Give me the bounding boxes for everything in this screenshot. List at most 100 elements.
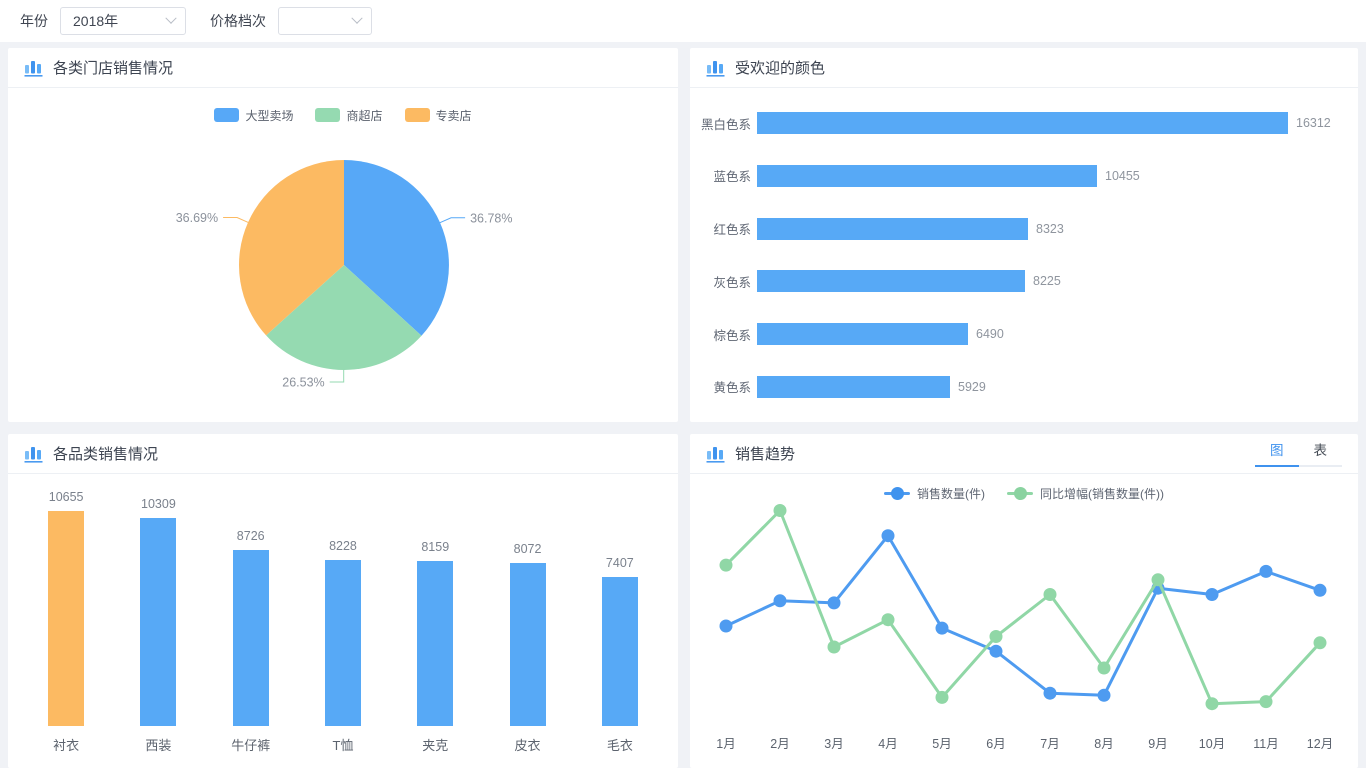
bar-value-label: 8228	[329, 539, 357, 553]
panel-header: 销售趋势 图 表	[690, 434, 1358, 474]
pie-chart[interactable]: 36.78% 26.53% 36.69%	[8, 122, 676, 422]
line-point-0-10[interactable]	[1259, 564, 1273, 578]
line-point-0-2[interactable]	[827, 596, 841, 610]
bar-value-label: 8726	[236, 529, 265, 543]
line-point-1-3[interactable]	[881, 613, 895, 627]
pie-slice-0[interactable]	[344, 160, 449, 336]
x-axis-label: 11月	[1253, 737, 1278, 751]
bar-category-label: 皮衣	[514, 738, 541, 753]
bar-value-label: 8323	[1036, 221, 1064, 236]
panel-store-sales: 各类门店销售情况 大型卖场 商超店 专卖店 36.78% 26.53% 36.69%	[8, 48, 678, 422]
line-legend-item[interactable]: 销售数量(件)	[884, 485, 985, 502]
bar-value-label: 5929	[958, 379, 986, 394]
line-point-0-6[interactable]	[1043, 686, 1057, 700]
bar-column: 10655	[20, 490, 112, 726]
line-point-1-5[interactable]	[989, 630, 1003, 643]
bar-fill[interactable]	[140, 518, 177, 726]
line-point-1-10[interactable]	[1259, 695, 1273, 709]
line-point-0-7[interactable]	[1097, 688, 1111, 702]
panel-category-sales: 各品类销售情况 10655 10309 8726 8228 8159 8072 …	[8, 434, 678, 768]
bar-chart-icon	[706, 445, 725, 463]
panel-title: 各类门店销售情况	[53, 60, 174, 77]
line-point-0-4[interactable]	[935, 621, 949, 635]
line-point-1-0[interactable]	[719, 558, 733, 572]
filter-bar: 年份 2018年 价格档次	[0, 0, 1366, 42]
bar-fill[interactable]	[324, 560, 361, 726]
bar-fill[interactable]	[757, 270, 1025, 293]
bar-value-label: 10309	[141, 497, 176, 511]
bar-row: 灰色系 8225	[698, 270, 1342, 293]
line-point-0-11[interactable]	[1313, 583, 1327, 597]
bar-value-label: 6490	[976, 327, 1004, 342]
view-tabs: 图 表	[1255, 439, 1342, 467]
line-point-1-9[interactable]	[1205, 697, 1219, 711]
pie-legend-item[interactable]: 大型卖场	[214, 108, 293, 123]
bar-column: 10309	[112, 497, 204, 726]
x-axis-label: 4月	[878, 737, 897, 751]
bar-category-label: T恤	[332, 738, 354, 753]
pie-percent-label: 36.78%	[470, 211, 512, 225]
year-select[interactable]: 2018年	[60, 7, 186, 35]
pie-legend-item[interactable]: 商超店	[315, 108, 383, 123]
panel-header: 受欢迎的颜色	[690, 48, 1358, 88]
bar-fill[interactable]	[601, 577, 638, 726]
pie-legend: 大型卖场 商超店 专卖店	[8, 108, 678, 123]
panel-title: 各品类销售情况	[53, 446, 159, 463]
line-legend-item[interactable]: 同比增幅(销售数量(件))	[1007, 485, 1164, 502]
bar-value-label: 8072	[513, 542, 542, 556]
line-series-1	[724, 509, 1322, 706]
bar-column: 8072	[481, 542, 573, 726]
line-point-0-0[interactable]	[719, 619, 733, 633]
line-chart[interactable]: 1月 2月 3月 4月 5月 6月 7月 8月 9月 10月 11月 12月	[690, 502, 1358, 768]
line-point-0-3[interactable]	[881, 529, 895, 543]
bar-fill[interactable]	[757, 112, 1288, 134]
legend-swatch	[214, 108, 240, 122]
tab-chart-view[interactable]: 图	[1255, 439, 1299, 467]
line-point-1-6[interactable]	[1043, 588, 1057, 601]
bar-row: 黑白色系 16312	[698, 112, 1342, 134]
bar-row: 黄色系 5929	[698, 375, 1342, 398]
line-point-0-9[interactable]	[1205, 588, 1219, 601]
bar-fill[interactable]	[417, 561, 454, 726]
panel-popular-colors: 受欢迎的颜色 黑白色系 16312 蓝色系 10455 红色系 8323 灰色系…	[690, 48, 1358, 422]
line-legend: 销售数量(件) 同比增幅(销售数量(件))	[690, 484, 1358, 502]
line-point-0-5[interactable]	[989, 644, 1003, 658]
legend-label: 商超店	[346, 108, 383, 123]
bar-category-label: 蓝色系	[713, 170, 751, 185]
x-axis-label: 12月	[1307, 737, 1333, 751]
bar-fill[interactable]	[232, 550, 269, 726]
bar-fill[interactable]	[757, 375, 950, 398]
legend-line-dot-marker	[1007, 486, 1033, 500]
bar-fill[interactable]	[509, 563, 546, 726]
bar-fill[interactable]	[757, 217, 1028, 240]
bar-chart-icon	[24, 445, 43, 463]
x-axis-label: 3月	[824, 737, 843, 751]
line-point-1-8[interactable]	[1151, 573, 1165, 587]
line-point-1-11[interactable]	[1313, 636, 1327, 650]
line-point-0-1[interactable]	[773, 594, 787, 608]
bar-fill[interactable]	[757, 323, 968, 346]
line-point-1-2[interactable]	[827, 640, 841, 654]
line-point-1-1[interactable]	[773, 504, 787, 517]
pie-slice-2[interactable]	[239, 160, 344, 336]
x-axis-label: 10月	[1199, 737, 1225, 751]
tab-table-view[interactable]: 表	[1313, 443, 1328, 458]
bar-column: 8228	[297, 539, 389, 726]
bar-value-label: 16312	[1296, 116, 1331, 130]
pie-legend-item[interactable]: 专卖店	[404, 108, 472, 123]
vbar-chart: 10655 10309 8726 8228 8159 8072 7407	[8, 474, 678, 726]
bar-fill[interactable]	[48, 511, 85, 726]
x-axis-label: 6月	[986, 737, 1005, 751]
bar-fill[interactable]	[757, 164, 1097, 187]
bar-category-label: 西装	[145, 738, 172, 753]
pie-slice-1[interactable]	[266, 265, 422, 370]
bar-column: 7407	[574, 556, 666, 726]
line-point-1-7[interactable]	[1097, 661, 1111, 675]
line-point-1-4[interactable]	[935, 690, 949, 704]
bar-category-label: 棕色系	[713, 328, 751, 343]
price-filter-label: 价格档次	[210, 13, 266, 29]
panel-header: 各类门店销售情况	[8, 48, 678, 88]
line-series-0	[724, 534, 1322, 697]
bar-row: 棕色系 6490	[698, 323, 1342, 346]
price-select[interactable]	[278, 7, 372, 35]
